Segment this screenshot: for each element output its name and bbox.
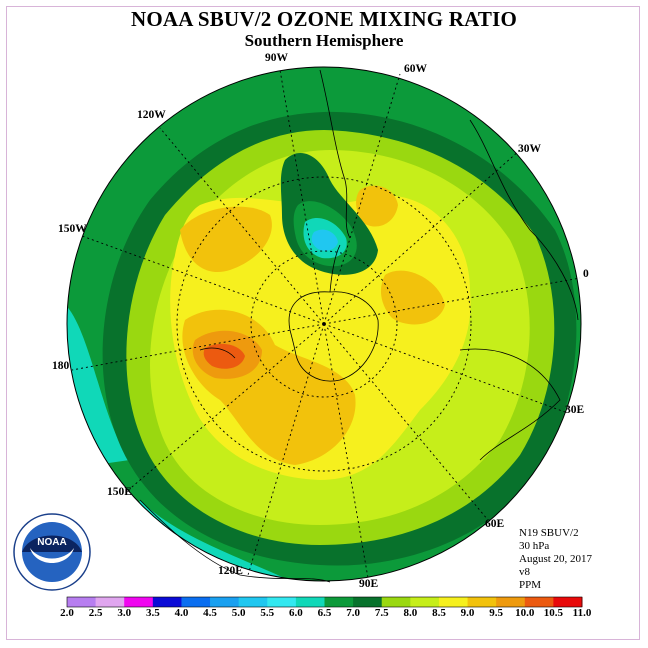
label-90w: 90W [265, 52, 288, 64]
info-block: N19 SBUV/2 30 hPa August 20, 2017 v8 PPM [519, 527, 592, 592]
date-text: August 20, 2017 [519, 553, 592, 566]
colorbar-swatch [553, 597, 582, 607]
colorbar-swatch [267, 597, 296, 607]
colorbar-tick-label: 10.5 [544, 607, 563, 619]
noaa-logo-icon [14, 514, 90, 590]
colorbar-tick-label: 2.0 [60, 607, 74, 619]
colorbar-tick-label: 7.0 [346, 607, 360, 619]
colorbar-swatch [210, 597, 239, 607]
label-180: 180 [52, 360, 69, 372]
label-0: 0 [583, 268, 589, 280]
colorbar-swatch [124, 597, 153, 607]
colorbar-tick-label: 3.0 [117, 607, 131, 619]
colorbar-swatch [525, 597, 554, 607]
label-120w: 120W [137, 109, 166, 121]
colorbar-swatch [496, 597, 525, 607]
colorbar-tick-label: 4.0 [175, 607, 189, 619]
label-150w: 150W [58, 223, 87, 235]
colorbar-swatch [296, 597, 325, 607]
colorbar-tick-label: 8.0 [403, 607, 417, 619]
colorbar-swatch [353, 597, 382, 607]
colorbar-swatch [181, 597, 210, 607]
colorbar-swatch [382, 597, 411, 607]
colorbar-tick-label: 9.0 [461, 607, 475, 619]
label-60e: 60E [485, 518, 504, 530]
colorbar-tick-label: 11.0 [573, 607, 592, 619]
colorbar-tick-label: 8.5 [432, 607, 446, 619]
colorbar-tick-label: 2.5 [89, 607, 103, 619]
colorbar-tick-label: 10.0 [515, 607, 534, 619]
pressure-level-text: 30 hPa [519, 540, 592, 553]
colorbar-tick-label: 7.5 [375, 607, 389, 619]
colorbar-tick-label: 9.5 [489, 607, 503, 619]
label-120e: 120E [218, 565, 243, 577]
version-text: v8 [519, 566, 592, 579]
label-30e: 30E [565, 404, 584, 416]
colorbar-swatch [439, 597, 468, 607]
colorbar-tick-label: 3.5 [146, 607, 160, 619]
colorbar-swatch [468, 597, 497, 607]
colorbar-tick-label: 6.0 [289, 607, 303, 619]
instrument-text: N19 SBUV/2 [519, 527, 592, 540]
colorbar-swatch [410, 597, 439, 607]
colorbar-swatch [325, 597, 354, 607]
colorbar [67, 597, 583, 607]
noaa-logo-text: NOAA [37, 537, 66, 548]
label-60w: 60W [404, 63, 427, 75]
colorbar-swatch [67, 597, 96, 607]
colorbar-tick-label: 5.5 [260, 607, 274, 619]
colorbar-swatch [239, 597, 268, 607]
colorbar-tick-label: 4.5 [203, 607, 217, 619]
colorbar-swatch [96, 597, 125, 607]
units-text: PPM [519, 579, 592, 592]
label-90e: 90E [359, 578, 378, 590]
colorbar-tick-label: 6.5 [318, 607, 332, 619]
colorbar-tick-label: 5.0 [232, 607, 246, 619]
label-150e: 150E [107, 486, 132, 498]
label-30w: 30W [518, 143, 541, 155]
colorbar-swatch [153, 597, 182, 607]
